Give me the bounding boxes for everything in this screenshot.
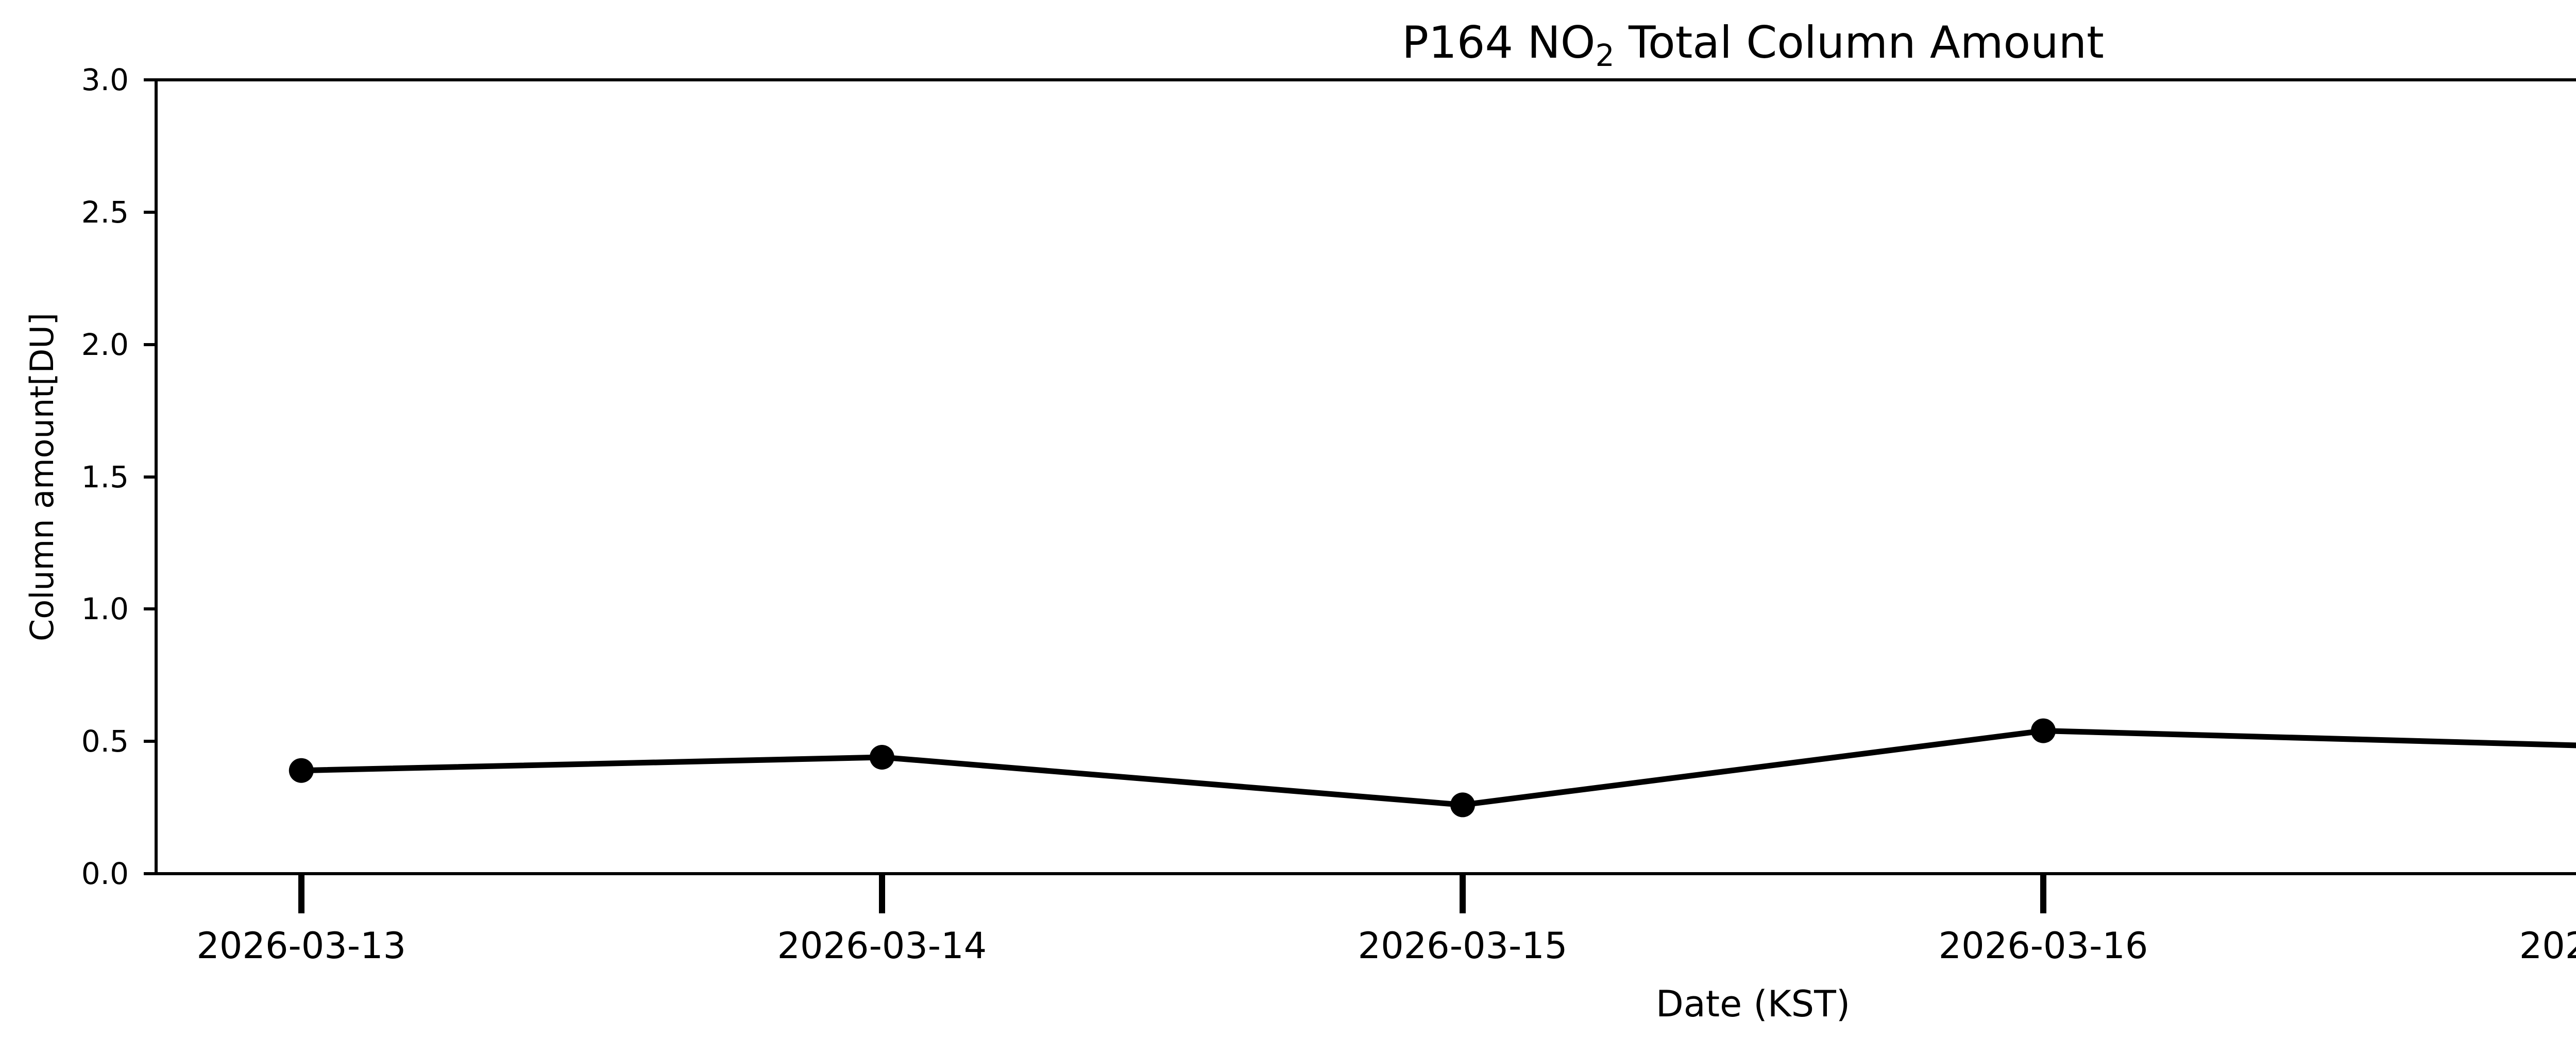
left-spine-y-axis: [155, 78, 158, 875]
y-tick: [144, 740, 156, 743]
data-line: [301, 728, 2576, 808]
chart-title-prefix: P164 NO: [1402, 17, 1596, 69]
x-tick-label: 2026-03-13: [196, 925, 406, 967]
y-tick-label: 0.5: [81, 724, 129, 759]
chart-title-subscript: 2: [1595, 38, 1615, 74]
y-tick-label: 0.0: [81, 856, 129, 891]
x-tick: [878, 872, 885, 913]
data-point-marker: [289, 758, 314, 783]
top-spine: [155, 78, 2576, 81]
bottom-spine-x-axis: [155, 872, 2576, 875]
y-tick-label: 1.5: [81, 459, 129, 495]
x-tick: [1459, 872, 1466, 913]
y-tick-label: 3.0: [81, 62, 129, 97]
x-axis-label: Date (KST): [1655, 983, 1851, 1025]
data-point-marker: [1450, 792, 1475, 818]
y-tick: [144, 210, 156, 214]
x-tick-label: 2026-03-15: [1358, 925, 1568, 967]
y-axis-label: Column amount[DU]: [23, 313, 61, 641]
y-tick: [144, 475, 156, 479]
data-point-marker: [2031, 718, 2056, 743]
y-tick: [144, 78, 156, 81]
y-tick: [144, 343, 156, 346]
chart-title-suffix: Total Column Amount: [1614, 17, 2104, 69]
x-tick-label: 2026-03-14: [777, 925, 987, 967]
x-tick: [2040, 872, 2047, 913]
x-tick: [298, 872, 304, 913]
y-tick-label: 1.0: [81, 591, 129, 627]
y-tick: [144, 872, 156, 875]
x-tick-label: 2026-03-16: [1938, 925, 2148, 967]
data-point-marker: [869, 745, 894, 770]
x-tick-label: 2026-03-17: [2519, 925, 2576, 967]
chart-title: P164 NO2 Total Column Amount: [156, 17, 2576, 73]
chart-plot-area: [289, 718, 2576, 818]
y-tick-label: 2.5: [81, 194, 129, 230]
y-tick: [144, 607, 156, 611]
y-tick-label: 2.0: [81, 327, 129, 362]
